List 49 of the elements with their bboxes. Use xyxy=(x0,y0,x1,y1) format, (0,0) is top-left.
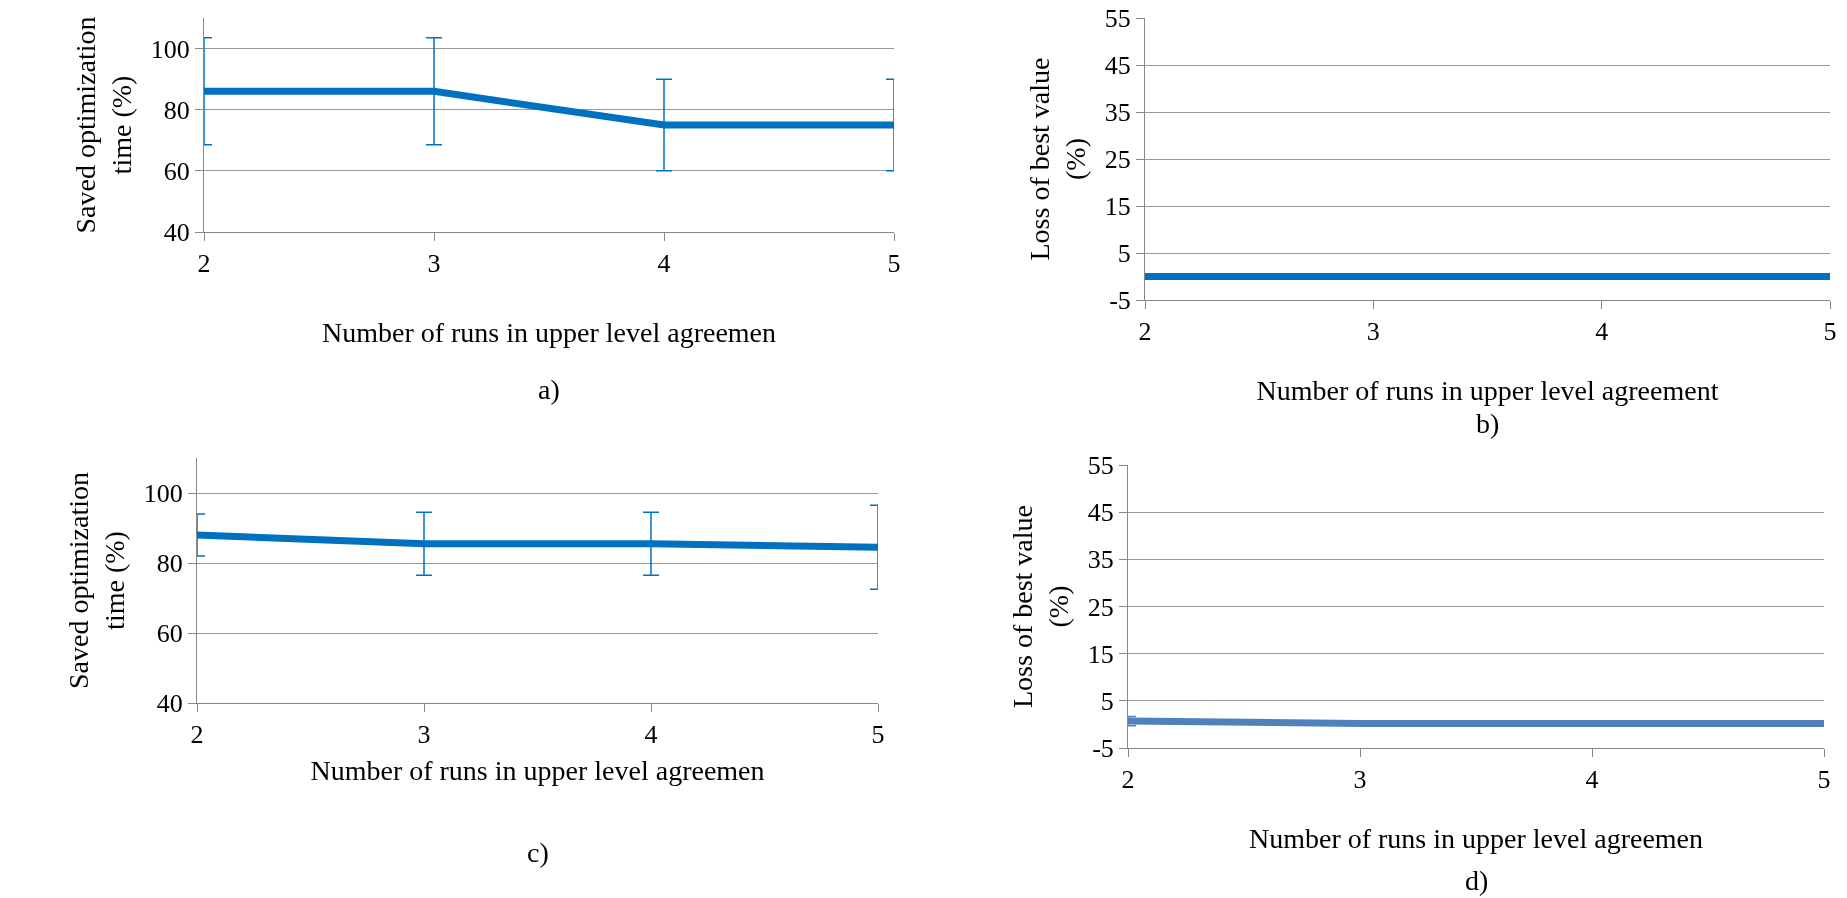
x-tick-label: 5 xyxy=(1817,765,1831,795)
y-tick-label: 60 xyxy=(163,156,190,186)
x-tick-label: 4 xyxy=(657,249,671,279)
x-tick-label: 2 xyxy=(1121,765,1135,795)
text: a) xyxy=(538,374,560,405)
y-tick-label: 40 xyxy=(163,218,190,248)
x-axis-title: Number of runs in upper level agreemen xyxy=(1248,823,1704,855)
y-tick-label: 55 xyxy=(1104,4,1131,34)
x-tick-label: 2 xyxy=(197,249,211,279)
y-tick-label: 35 xyxy=(1104,98,1131,128)
y-tick-label: 35 xyxy=(1087,545,1114,575)
y-tick-label: 15 xyxy=(1087,639,1114,669)
y-tick-label: 55 xyxy=(1087,451,1114,481)
x-axis-title: Number of runs in upper level agreemen xyxy=(321,317,777,349)
x-tick-label: 5 xyxy=(1823,317,1837,347)
x-tick-label: 2 xyxy=(1138,317,1152,347)
y-tick-label: 5 xyxy=(1100,686,1114,716)
y-tick-label: 15 xyxy=(1104,192,1131,222)
y-tick-label: 25 xyxy=(1087,592,1114,622)
text: d) xyxy=(1465,865,1489,896)
y-tick-label: 45 xyxy=(1104,51,1131,81)
x-tick-label: 4 xyxy=(1585,765,1599,795)
x-tick-label: 4 xyxy=(1595,317,1609,347)
y-tick-label: 25 xyxy=(1104,145,1131,175)
x-axis-title: Number of runs in upper level agreement xyxy=(1256,375,1719,407)
y-tick-label: 60 xyxy=(156,619,183,649)
y-axis-title: Loss of best value (%) xyxy=(1024,57,1092,261)
y-tick-label: -5 xyxy=(1109,286,1131,316)
text: b) xyxy=(1476,408,1500,439)
x-tick-label: 3 xyxy=(427,249,441,279)
y-tick-label: 45 xyxy=(1087,498,1114,528)
y-tick-label: 100 xyxy=(143,479,183,509)
y-tick-label: -5 xyxy=(1092,734,1114,764)
y-tick-label: 80 xyxy=(156,549,183,579)
y-tick-label: 40 xyxy=(156,689,183,719)
x-tick-label: 5 xyxy=(887,249,901,279)
y-tick-label: 80 xyxy=(163,95,190,125)
y-axis-title: Saved optimization time (%) xyxy=(63,472,131,689)
x-axis-title: Number of runs in upper level agreemen xyxy=(310,755,765,787)
x-tick-label: 5 xyxy=(871,720,885,750)
x-tick-label: 3 xyxy=(417,720,431,750)
x-tick-label: 3 xyxy=(1366,317,1380,347)
x-tick-label: 3 xyxy=(1353,765,1367,795)
y-axis-title: Saved optimization time (%) xyxy=(70,16,138,234)
y-axis-title: Loss of best value (%) xyxy=(1007,505,1075,708)
x-tick-label: 2 xyxy=(190,720,204,750)
x-tick-label: 4 xyxy=(644,720,658,750)
y-tick-label: 100 xyxy=(150,34,190,64)
text: c) xyxy=(527,837,549,868)
